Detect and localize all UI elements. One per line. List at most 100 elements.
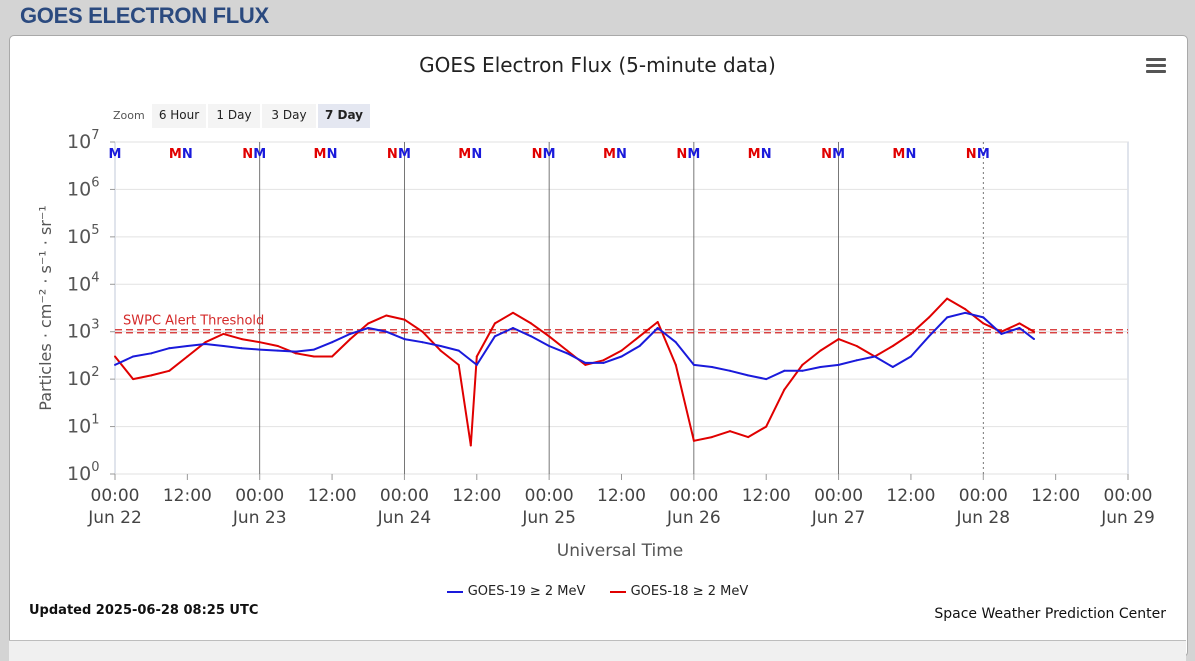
data-point-goes19 (837, 363, 840, 366)
chart-menu-icon[interactable] (1146, 58, 1166, 76)
data-point-goes19 (801, 369, 804, 372)
data-point-goes18 (511, 311, 514, 314)
data-point-goes18 (276, 344, 279, 347)
data-point-goes19 (403, 338, 406, 341)
zoom-7-day-button[interactable]: 7 Day (318, 104, 370, 128)
x-tick-date-label: Jun 27 (811, 508, 866, 528)
credit-text: Space Weather Prediction Center (934, 606, 1166, 622)
data-point-goes19 (132, 355, 135, 358)
zoom-3-day-button[interactable]: 3 Day (262, 104, 316, 128)
data-point-goes19 (1018, 326, 1021, 329)
data-point-goes18 (801, 363, 804, 366)
data-point-goes18 (928, 316, 931, 319)
data-point-goes19 (729, 369, 732, 372)
x-tick-time-label: 00:00 (235, 486, 284, 506)
x-tick-time-label: 12:00 (597, 486, 646, 506)
x-tick-time-label: 00:00 (525, 486, 574, 506)
noon-midnight-marker: M (892, 147, 905, 162)
noon-midnight-marker: N (327, 147, 338, 162)
data-point-goes18 (765, 425, 768, 428)
x-tick-date-label: Jun 29 (1100, 508, 1155, 528)
data-point-goes18 (964, 308, 967, 311)
x-tick-time-label: 12:00 (886, 486, 935, 506)
data-point-goes19 (656, 326, 659, 329)
data-point-goes18 (602, 359, 605, 362)
noon-midnight-marker: N (532, 147, 543, 162)
data-point-goes19 (493, 335, 496, 338)
data-point-goes19 (1000, 332, 1003, 335)
x-tick-time-label: 00:00 (380, 486, 429, 506)
data-point-goes18 (855, 344, 858, 347)
x-tick-time-label: 00:00 (669, 486, 718, 506)
data-point-goes18 (837, 338, 840, 341)
data-point-goes19 (692, 363, 695, 366)
data-point-goes19 (331, 341, 334, 344)
data-point-goes18 (457, 363, 460, 366)
data-point-goes18 (222, 332, 225, 335)
y-tick-label: 103 (67, 318, 99, 343)
x-tick-date-label: Jun 23 (232, 508, 287, 528)
data-point-goes18 (294, 352, 297, 355)
data-point-goes18 (710, 436, 713, 439)
noon-midnight-marker: M (169, 147, 182, 162)
y-tick-label: 104 (67, 270, 99, 295)
noon-midnight-marker: N (471, 147, 482, 162)
chart-title: GOES Electron Flux (5-minute data) (419, 53, 776, 77)
zoom-6-hour-button[interactable]: 6 Hour (152, 104, 206, 128)
data-point-goes18 (114, 355, 116, 358)
data-point-goes19 (548, 344, 551, 347)
noon-midnight-marker: M (253, 147, 266, 162)
data-point-goes18 (1018, 322, 1021, 325)
data-point-goes18 (638, 335, 641, 338)
data-point-goes18 (783, 388, 786, 391)
noon-midnight-marker: N (821, 147, 832, 162)
noon-midnight-marker: M (109, 147, 122, 162)
y-tick-label: 105 (67, 223, 99, 248)
data-point-goes18 (168, 369, 171, 372)
data-point-goes18 (204, 341, 207, 344)
bottom-strip (9, 640, 1186, 661)
data-point-goes19 (385, 330, 388, 333)
data-point-goes19 (204, 343, 207, 346)
zoom-1-day-button[interactable]: 1 Day (208, 104, 260, 128)
data-point-goes19 (765, 378, 768, 381)
data-point-goes18 (367, 322, 370, 325)
data-point-goes19 (294, 350, 297, 353)
data-point-goes19 (584, 361, 587, 364)
page-heading: GOES ELECTRON FLUX (20, 3, 269, 28)
data-point-goes18 (982, 322, 985, 325)
plot-area (114, 141, 1129, 475)
data-point-goes18 (566, 349, 569, 352)
data-point-goes19 (747, 374, 750, 377)
legend-item-goes18[interactable]: GOES-18 ≥ 2 MeV (609, 584, 749, 599)
noon-midnight-marker: M (977, 147, 990, 162)
data-point-goes18 (349, 338, 352, 341)
data-point-goes18 (403, 318, 406, 321)
data-point-goes18 (439, 349, 442, 352)
x-axis-title: Universal Time (557, 541, 683, 561)
data-point-goes19 (946, 316, 949, 319)
noon-midnight-marker: N (182, 147, 193, 162)
data-point-goes18 (385, 314, 388, 317)
updated-timestamp: Updated 2025-06-28 08:25 UTC (29, 603, 259, 618)
data-point-goes19 (312, 348, 315, 351)
data-point-goes18 (469, 444, 472, 447)
data-point-goes19 (240, 347, 243, 350)
data-point-goes18 (891, 344, 894, 347)
data-point-goes18 (909, 332, 912, 335)
noon-midnight-marker: M (687, 147, 700, 162)
data-point-goes18 (692, 439, 695, 442)
legend-item-goes19[interactable]: GOES-19 ≥ 2 MeV (446, 584, 585, 599)
legend-label-goes18: GOES-18 ≥ 2 MeV (630, 584, 749, 599)
data-point-goes18 (331, 355, 334, 358)
noon-midnight-marker: M (543, 147, 556, 162)
x-tick-time-label: 00:00 (91, 486, 140, 506)
data-point-goes19 (674, 341, 677, 344)
x-tick-time-label: 00:00 (1104, 486, 1153, 506)
data-point-goes19 (421, 341, 424, 344)
x-tick-time-label: 00:00 (959, 486, 1008, 506)
y-tick-label: 106 (67, 175, 99, 200)
data-point-goes19 (710, 366, 713, 369)
y-tick-label: 100 (67, 460, 99, 485)
noon-midnight-marker: M (832, 147, 845, 162)
